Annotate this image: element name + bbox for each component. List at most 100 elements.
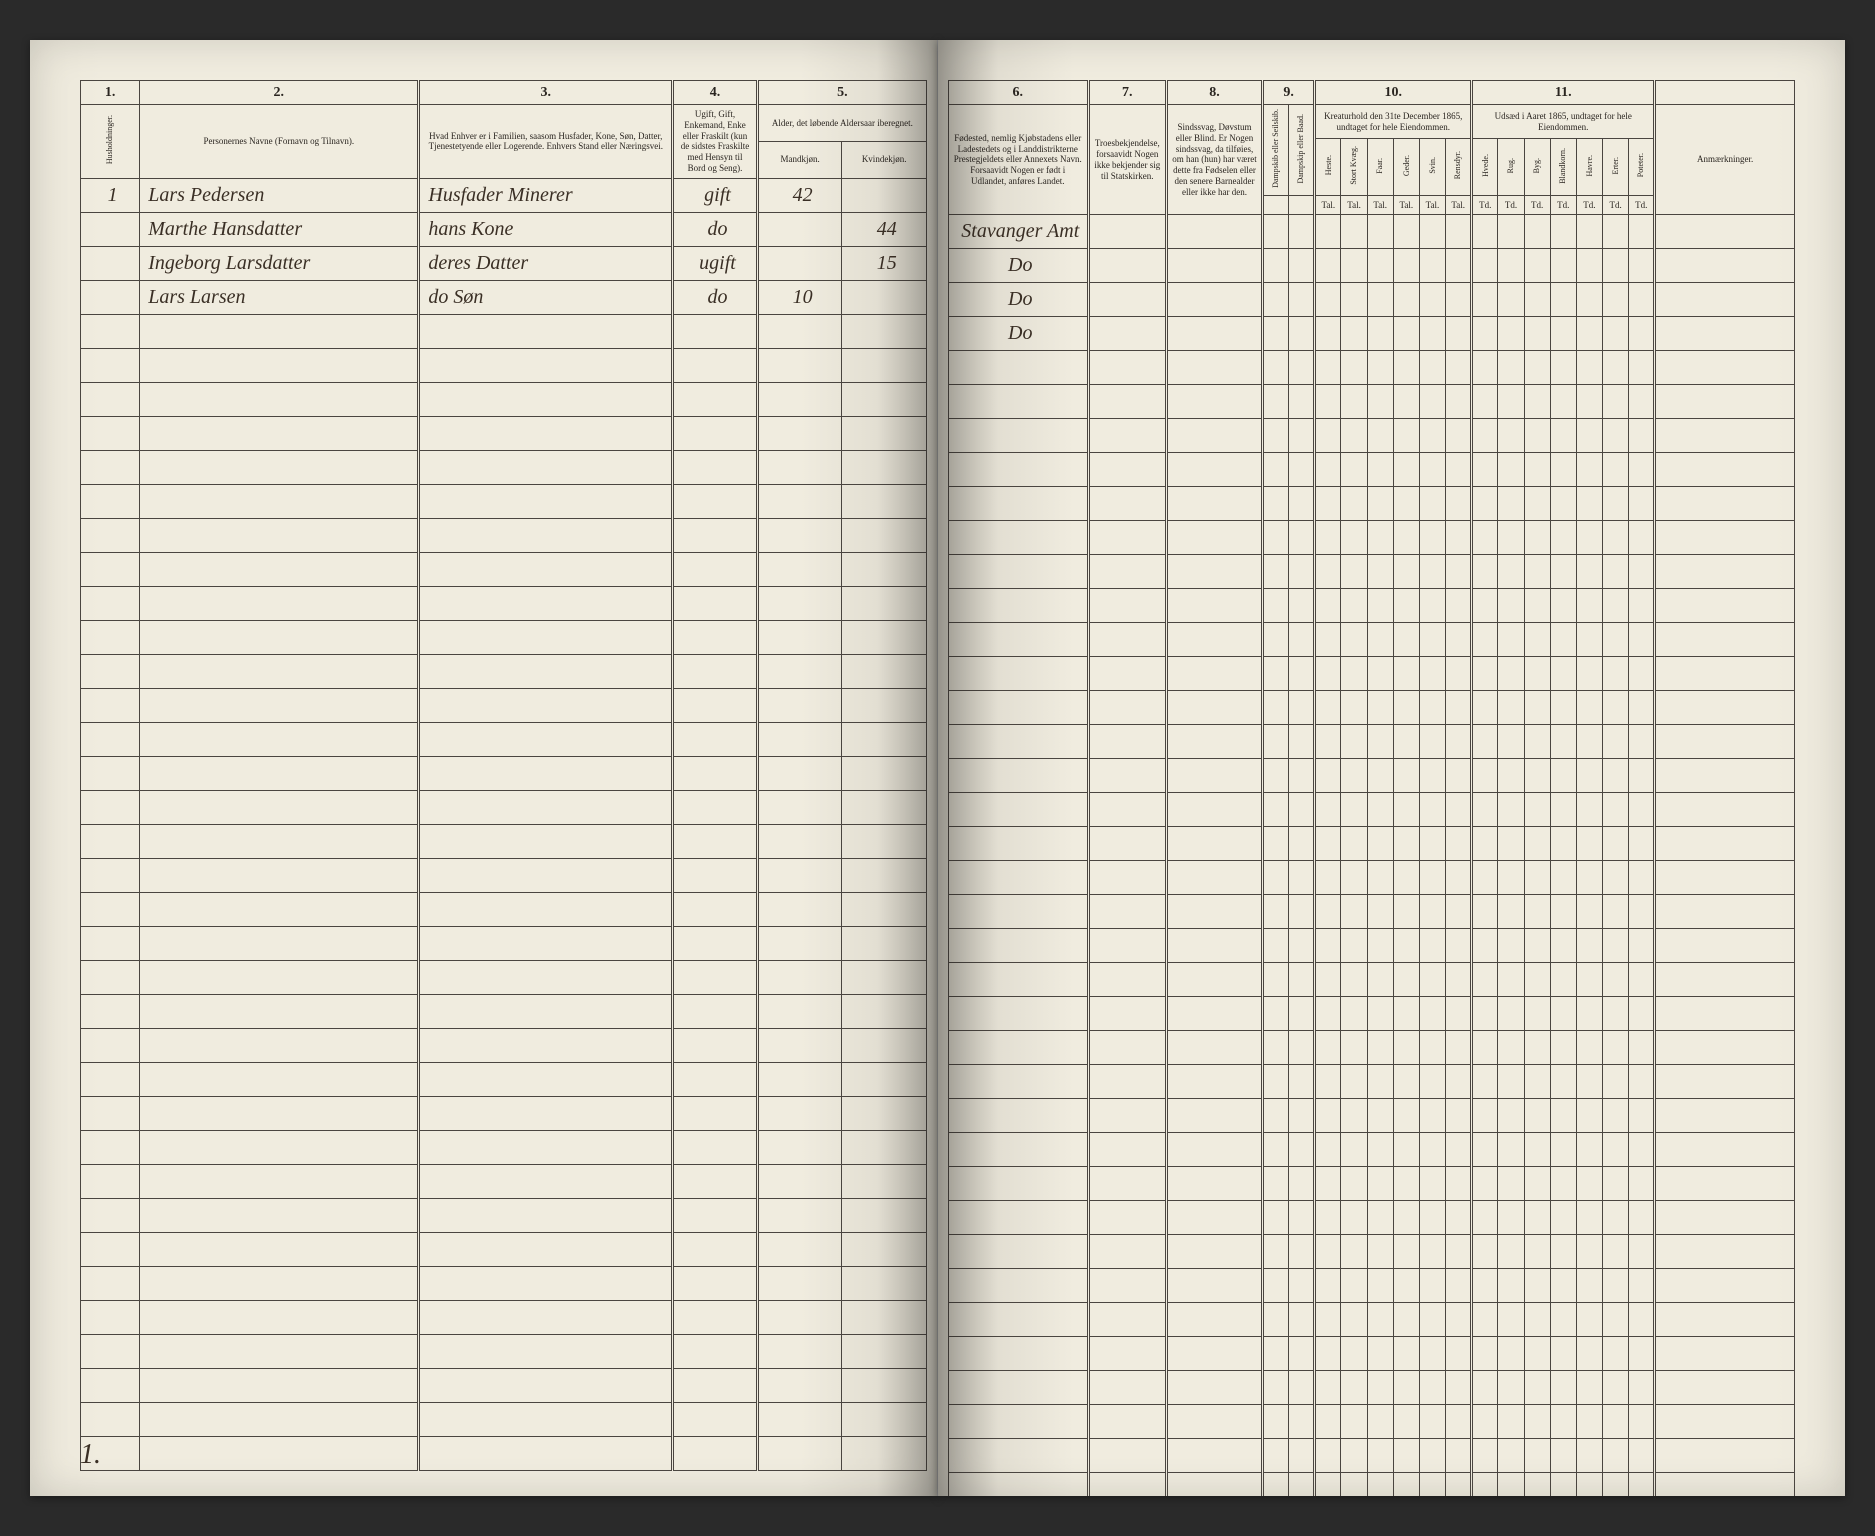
cell-age-k (842, 178, 927, 212)
cell-livestock (1419, 249, 1445, 283)
header-mand: Mandkjøn. (757, 141, 842, 178)
col-num-4: 4. (673, 81, 758, 105)
cell-seed (1629, 215, 1655, 249)
table-row-empty (949, 997, 1795, 1031)
col-num-anm (1655, 81, 1795, 105)
cell-seed (1603, 317, 1629, 351)
unit-9b (1289, 195, 1315, 215)
cell-name: Marthe Hansdatter (140, 212, 419, 246)
table-row-empty (949, 725, 1795, 759)
col-num-7: 7. (1088, 81, 1166, 105)
table-row-empty (949, 1099, 1795, 1133)
col-num-3: 3. (419, 81, 673, 105)
livestock-0: Heste. (1315, 139, 1341, 195)
cell-age-m (757, 246, 842, 280)
table-row-empty (81, 858, 927, 892)
cell-faith (1088, 249, 1166, 283)
header-udsad: Udsæd i Aaret 1865, undtaget for hele Ei… (1472, 105, 1655, 139)
table-row-empty (949, 521, 1795, 555)
col-num-10: 10. (1315, 81, 1472, 105)
cell-9b (1289, 317, 1315, 351)
cell-relation: deres Datter (419, 246, 673, 280)
cell-9b (1289, 215, 1315, 249)
cell-seed (1629, 249, 1655, 283)
table-row-empty (949, 1065, 1795, 1099)
seed-1: Rug. (1498, 139, 1524, 195)
livestock-4: Svin. (1419, 139, 1445, 195)
table-row-empty (949, 929, 1795, 963)
table-row-empty (81, 824, 927, 858)
cell-livestock (1315, 249, 1341, 283)
cell-9b (1289, 249, 1315, 283)
table-row-empty (81, 382, 927, 416)
table-row: Marthe Hansdatterhans Konedo44 (81, 212, 927, 246)
table-row-empty (949, 1167, 1795, 1201)
cell-name: Lars Pedersen (140, 178, 419, 212)
table-row-empty (949, 1439, 1795, 1473)
table-row-empty (949, 759, 1795, 793)
unit-l1: Tal. (1341, 195, 1367, 215)
header-familie: Hvad Enhver er i Familien, saasom Husfad… (419, 105, 673, 179)
table-row-empty (949, 351, 1795, 385)
table-row-empty (949, 1303, 1795, 1337)
cell-seed (1472, 317, 1498, 351)
cell-condition (1167, 283, 1263, 317)
cell-status: ugift (673, 246, 758, 280)
table-row-empty (81, 1062, 927, 1096)
table-row-empty (949, 657, 1795, 691)
cell-name: Lars Larsen (140, 280, 419, 314)
cell-condition (1167, 317, 1263, 351)
cell-household (81, 280, 140, 314)
cell-age-m (757, 212, 842, 246)
cell-seed (1498, 249, 1524, 283)
cell-faith (1088, 317, 1166, 351)
cell-relation: do Søn (419, 280, 673, 314)
table-row-empty (81, 1436, 927, 1470)
table-row: Ingeborg Larsdatterderes Datterugift15 (81, 246, 927, 280)
table-row-empty (949, 1337, 1795, 1371)
left-table: 1. 2. 3. 4. 5. Husholdninger. Personerne… (80, 80, 927, 1471)
cell-seed (1498, 283, 1524, 317)
header-9a: Dampskib eller Seilskib. (1262, 105, 1288, 196)
table-row-empty (81, 450, 927, 484)
cell-livestock (1419, 283, 1445, 317)
unit-s4: Td. (1576, 195, 1602, 215)
cell-age-m: 10 (757, 280, 842, 314)
table-row-empty (949, 1031, 1795, 1065)
cell-remarks (1655, 317, 1795, 351)
cell-9a (1262, 249, 1288, 283)
table-row-empty (949, 793, 1795, 827)
cell-remarks (1655, 215, 1795, 249)
cell-livestock (1393, 249, 1419, 283)
header-fodested: Fødested, nemlig Kjøbstadens eller Lades… (949, 105, 1089, 215)
cell-faith (1088, 215, 1166, 249)
table-row-empty (81, 416, 927, 450)
table-row-empty (949, 453, 1795, 487)
table-row: Do (949, 283, 1795, 317)
cell-seed (1550, 215, 1576, 249)
livestock-3: Geder. (1393, 139, 1419, 195)
cell-seed (1576, 283, 1602, 317)
header-navne: Personernes Navne (Fornavn og Tilnavn). (140, 105, 419, 179)
table-row: Do (949, 249, 1795, 283)
col-num-5: 5. (757, 81, 926, 105)
unit-l0: Tal. (1315, 195, 1341, 215)
table-row-empty (949, 589, 1795, 623)
seed-6: Poteter. (1629, 139, 1655, 195)
col-num-1: 1. (81, 81, 140, 105)
unit-s5: Td. (1603, 195, 1629, 215)
seed-5: Erter. (1603, 139, 1629, 195)
cell-faith (1088, 283, 1166, 317)
cell-seed (1472, 283, 1498, 317)
col-num-8: 8. (1167, 81, 1263, 105)
cell-livestock (1446, 283, 1472, 317)
table-row-empty (81, 994, 927, 1028)
table-row-empty (949, 1235, 1795, 1269)
page-number-left: 1. (80, 1439, 101, 1471)
cell-condition (1167, 215, 1263, 249)
cell-livestock (1315, 317, 1341, 351)
cell-status: gift (673, 178, 758, 212)
table-row-empty (949, 623, 1795, 657)
left-page: 1. 2. 3. 4. 5. Husholdninger. Personerne… (30, 40, 938, 1496)
table-row-empty (949, 1371, 1795, 1405)
